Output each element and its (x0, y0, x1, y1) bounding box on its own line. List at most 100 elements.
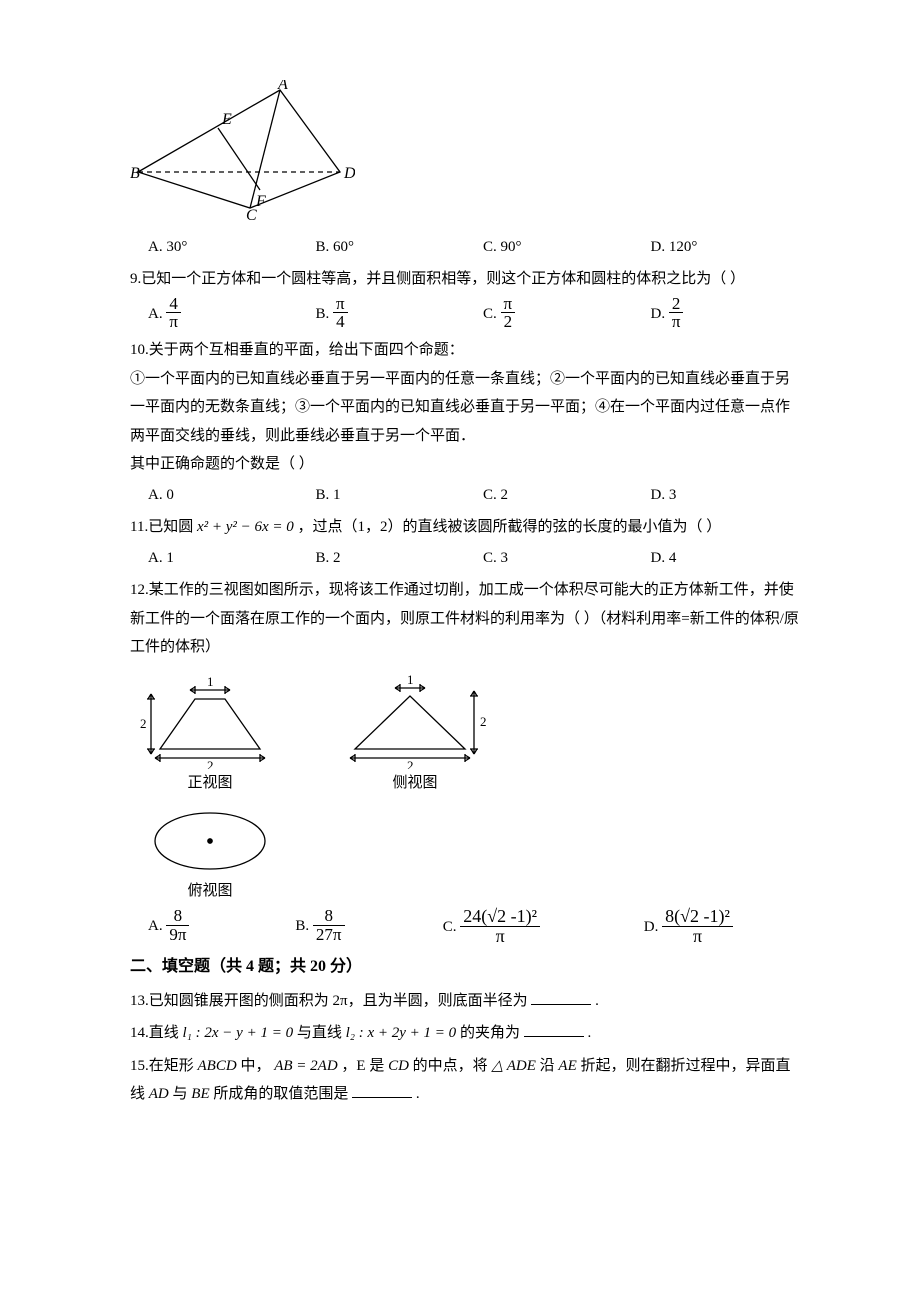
svg-text:A: A (277, 80, 288, 93)
fraction: π2 (501, 295, 516, 332)
opt-prefix: D. (644, 919, 662, 935)
q15-mid3: 的中点，将 (413, 1058, 492, 1074)
svg-text:B: B (130, 165, 140, 182)
front-view-label: 正视图 (140, 769, 280, 798)
svg-text:1: 1 (407, 674, 414, 687)
q9-opt-b: B. π4 (298, 296, 466, 333)
q12-opt-d: D. 8(√2 -1)²π (626, 908, 800, 947)
q15-ae: AE (558, 1058, 576, 1074)
q9-options: A. 4π B. π4 C. π2 D. 2π (130, 296, 800, 333)
fraction: 89π (166, 907, 189, 944)
q11-pre: 11.已知圆 (130, 519, 197, 535)
q14-l1-name: l₁ (183, 1025, 192, 1041)
q15-eq: AB = 2AD (274, 1058, 337, 1074)
q15-mid1: 中， (240, 1058, 270, 1074)
q15-be: BE (191, 1086, 209, 1102)
opt-prefix: C. (443, 919, 461, 935)
q12-text: 12.某工作的三视图如图所示，现将该工作通过切削，加工成一个体积尽可能大的正方体… (130, 576, 800, 662)
q10-options: A. 0 B. 1 C. 2 D. 3 (130, 481, 800, 510)
q10-line2: ①一个平面内的已知直线必垂直于另一平面内的任意一条直线；②一个平面内的已知直线必… (130, 365, 800, 451)
q14-l1-eq: : 2x − y + 1 = 0 (196, 1025, 293, 1041)
q9-opt-d: D. 2π (633, 296, 801, 333)
q10-opt-a: A. 0 (130, 481, 298, 510)
q14-tail: 的夹角为 (460, 1025, 520, 1041)
opt-prefix: B. (295, 917, 313, 933)
q15-tri: △ ADE (491, 1058, 535, 1074)
opt-prefix: B. (316, 305, 334, 321)
q8-opt-b: B. 60° (298, 233, 466, 262)
q8-opt-c: C. 90° (465, 233, 633, 262)
blank (531, 990, 591, 1005)
q13-body: 13.已知圆锥展开图的侧面积为 2π，且为半圆，则底面半径为 (130, 993, 528, 1009)
side-view: 1 2 2 侧视图 (340, 674, 490, 798)
q11-text: 11.已知圆 x² + y² − 6x = 0 ，过点（1，2）的直线被该圆所截… (130, 513, 800, 542)
fraction: 4π (166, 295, 181, 332)
q15-quad: ABCD (198, 1058, 237, 1074)
q14-l2-name: l₂ (346, 1025, 355, 1041)
q15-mid2: ，E 是 (341, 1058, 388, 1074)
fraction: 8(√2 -1)²π (662, 907, 733, 946)
fraction: 2π (669, 295, 684, 332)
q11-opt-b: B. 2 (298, 544, 466, 573)
front-view: 1 2 2 正视图 (140, 674, 280, 798)
blank (524, 1023, 584, 1038)
fraction: 827π (313, 907, 345, 944)
q10-opt-d: D. 3 (633, 481, 801, 510)
q15-text: 15.在矩形 ABCD 中， AB = 2AD ，E 是 CD 的中点，将 △ … (130, 1052, 800, 1109)
section2-title: 二、填空题（共 4 题；共 20 分） (130, 952, 800, 982)
q9-opt-c: C. π2 (465, 296, 633, 333)
top-view: 俯视图 (140, 805, 280, 906)
q14-text: 14.直线 l₁ : 2x − y + 1 = 0 与直线 l₂ : x + 2… (130, 1019, 800, 1048)
side-view-label: 侧视图 (340, 769, 490, 798)
q15-mid6: 与 (173, 1086, 192, 1102)
q14-l2-eq: : x + 2y + 1 = 0 (359, 1025, 456, 1041)
opt-prefix: D. (651, 305, 669, 321)
svg-text:2: 2 (480, 714, 487, 729)
q11-options: A. 1 B. 2 C. 3 D. 4 (130, 544, 800, 573)
q11-post: ，过点（1，2）的直线被该圆所截得的弦的长度的最小值为（ ） (298, 519, 722, 535)
svg-text:2: 2 (140, 716, 147, 731)
q15-pre: 15.在矩形 (130, 1058, 198, 1074)
q14-pre: 14.直线 (130, 1025, 183, 1041)
q14-post: . (587, 1025, 591, 1041)
q8-figure: A B C D E F (130, 80, 800, 231)
q9-opt-a: A. 4π (130, 296, 298, 333)
opt-prefix: A. (148, 917, 166, 933)
svg-text:E: E (221, 111, 232, 128)
svg-text:1: 1 (207, 674, 214, 689)
blank (352, 1084, 412, 1099)
q12-options: A. 89π B. 827π C. 24(√2 -1)²π D. 8(√2 -1… (130, 908, 800, 947)
q15-post: . (416, 1086, 420, 1102)
q15-tail: 所成角的取值范围是 (213, 1086, 348, 1102)
q11-opt-a: A. 1 (130, 544, 298, 573)
q12-opt-c: C. 24(√2 -1)²π (425, 908, 626, 947)
q10-line3: 其中正确命题的个数是（ ） (130, 450, 800, 479)
q10-opt-b: B. 1 (298, 481, 466, 510)
fraction: 24(√2 -1)²π (460, 907, 540, 946)
q12-opt-a: A. 89π (130, 908, 277, 947)
q13-text: 13.已知圆锥展开图的侧面积为 2π，且为半圆，则底面半径为 . (130, 987, 800, 1016)
svg-text:F: F (255, 193, 266, 210)
q8-options: A. 30° B. 60° C. 90° D. 120° (130, 233, 800, 262)
svg-text:2: 2 (207, 758, 214, 769)
q13-post: . (595, 993, 599, 1009)
q12-opt-b: B. 827π (277, 908, 424, 947)
svg-text:2: 2 (407, 758, 414, 769)
q10-line1: 10.关于两个互相垂直的平面，给出下面四个命题： (130, 336, 800, 365)
q15-mid4: 沿 (540, 1058, 559, 1074)
top-view-label: 俯视图 (140, 877, 280, 906)
q11-opt-c: C. 3 (465, 544, 633, 573)
svg-text:D: D (343, 165, 355, 182)
q12-figure: 1 2 2 正视图 (140, 674, 800, 906)
q10-opt-c: C. 2 (465, 481, 633, 510)
q9-text: 9.已知一个正方体和一个圆柱等高，并且侧面积相等，则这个正方体和圆柱的体积之比为… (130, 265, 800, 294)
opt-prefix: A. (148, 305, 166, 321)
q11-equation: x² + y² − 6x = 0 (197, 519, 294, 535)
q15-ad: AD (149, 1086, 169, 1102)
opt-prefix: C. (483, 305, 501, 321)
q15-cd: CD (388, 1058, 409, 1074)
q11-opt-d: D. 4 (633, 544, 801, 573)
q8-opt-a: A. 30° (130, 233, 298, 262)
q8-opt-d: D. 120° (633, 233, 801, 262)
q14-mid: 与直线 (297, 1025, 346, 1041)
